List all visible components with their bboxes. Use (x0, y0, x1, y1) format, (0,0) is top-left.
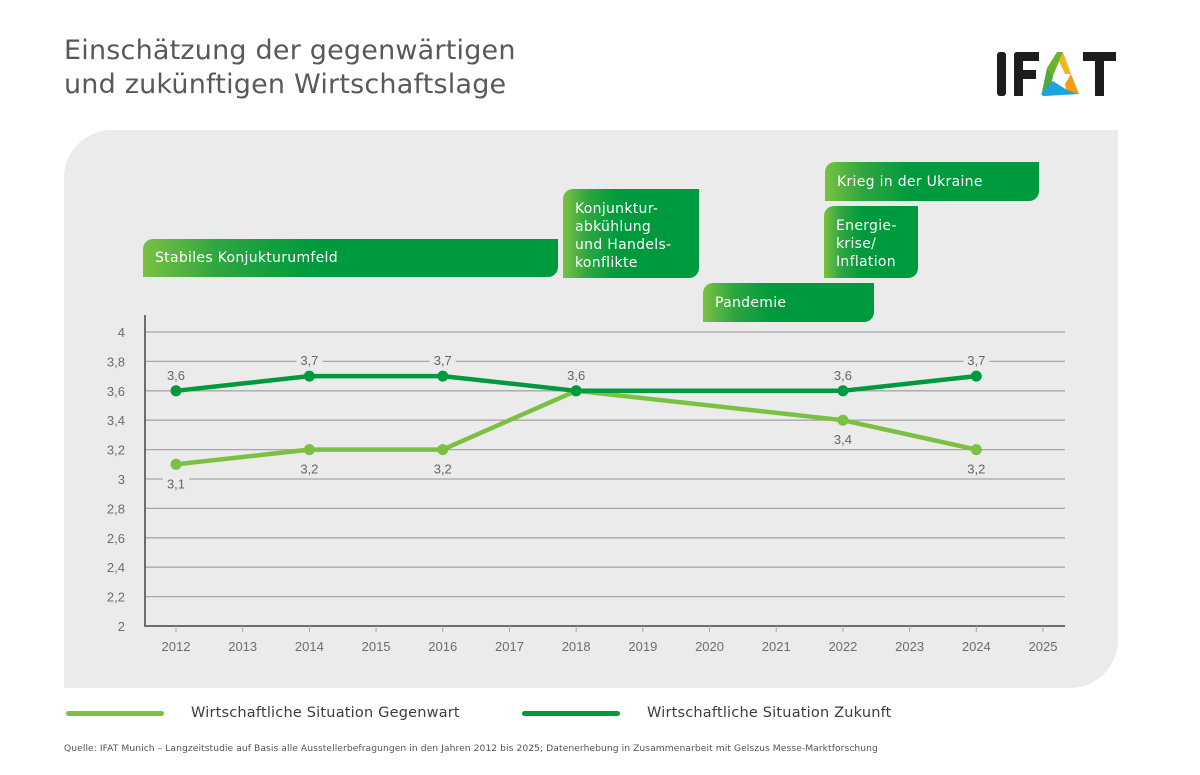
annotation-label: Stabiles Konjukturumfeld (155, 250, 338, 266)
series (170, 370, 982, 470)
data-label: 3,6 (834, 368, 852, 383)
legend-swatch-gegenwart (66, 710, 164, 716)
title-line-1: Einschätzung der gegenwärtigen (64, 35, 516, 66)
data-label-bg (963, 353, 990, 369)
data-point (970, 370, 982, 382)
annotation-label: Energie- krise/ Inflation (836, 218, 897, 270)
y-tick-label: 2,8 (107, 501, 125, 516)
data-label-bg (163, 367, 189, 383)
axes: 2 2,2 2,4 2,6 2,8 3 3,2 3,4 3,6 3,8 4 2012 2013 2014 2… (107, 315, 1065, 654)
y-tick-label: 2,4 (107, 560, 125, 575)
data-label: 3,2 (434, 462, 452, 477)
data-label: 3,7 (300, 353, 318, 368)
data-point (837, 385, 849, 397)
ifat-logo (997, 52, 1116, 96)
y-tick-label: 4 (118, 325, 125, 340)
annotation-stabiles-konjunkturumfeld: Stabiles Konjukturumfeld (143, 239, 558, 277)
y-tick-label: 3,4 (107, 413, 125, 428)
page-title: Einschätzung der gegenwärtigen und zukün… (64, 34, 516, 102)
data-point (170, 458, 182, 470)
x-tick-label: 2022 (828, 639, 857, 654)
annotation-label: Konjunktur- abkühlung und Handels- konfl… (575, 201, 672, 271)
data-point (170, 385, 182, 397)
x-tick-label: 2024 (962, 639, 991, 654)
data-label-bg (563, 367, 590, 383)
data-label: 3,1 (167, 476, 185, 491)
ifat-triangle-logo-icon (1041, 52, 1079, 96)
data-label-bg (163, 476, 189, 492)
legend-item-gegenwart: Wirtschaftliche Situation Gegenwart (66, 705, 460, 721)
data-point (970, 444, 982, 456)
y-tick-label: 2,2 (107, 590, 125, 605)
y-tick-label: 3,8 (107, 354, 125, 369)
legend-label: Wirtschaftliche Situation Zukunft (647, 705, 892, 721)
legend-item-zukunft: Wirtschaftliche Situation Zukunft (522, 705, 892, 721)
x-tick-label: 2017 (495, 639, 524, 654)
source-note: Quelle: IFAT Munich – Langzeitstudie auf… (64, 743, 878, 754)
data-point (570, 385, 582, 397)
data-point (303, 444, 315, 456)
x-tick-label: 2016 (428, 639, 457, 654)
y-tick-label: 3 (118, 472, 125, 487)
title-line-2: und zukünftigen Wirtschaftslage (64, 69, 507, 100)
series-line-gegenwart (173, 388, 979, 467)
y-tick-label: 3,2 (107, 443, 125, 458)
logo-letter-t (1083, 52, 1116, 96)
logo-letter-f (1014, 52, 1039, 96)
x-tick-label: 2019 (628, 639, 657, 654)
x-tick-label: 2012 (162, 639, 191, 654)
data-label-bg (963, 461, 990, 477)
data-labels: 3,1 3,2 3,2 3,4 3,2 3,6 3,7 3,7 3,6 3,6 3,7 (163, 353, 990, 492)
data-point (303, 370, 315, 382)
data-label: 3,7 (967, 353, 985, 368)
x-tick-label: 2021 (762, 639, 791, 654)
data-label: 3,2 (967, 462, 985, 477)
data-label: 3,6 (567, 368, 585, 383)
x-tick-label: 2013 (228, 639, 257, 654)
logo-letter-i (997, 52, 1006, 96)
data-label-bg (296, 461, 323, 477)
data-label: 3,4 (834, 432, 852, 447)
y-tick-label: 2 (118, 619, 125, 634)
data-point (437, 370, 449, 382)
x-tick-label: 2014 (295, 639, 324, 654)
x-tick-label: 2018 (562, 639, 591, 654)
data-label: 3,6 (167, 368, 185, 383)
legend-swatch-zukunft (522, 710, 620, 716)
data-label-bg (829, 367, 856, 383)
data-label-bg (429, 353, 456, 369)
x-tick-label: 2015 (362, 639, 391, 654)
data-point (437, 444, 449, 456)
series-line-zukunft (173, 373, 979, 394)
data-label-bg (429, 461, 456, 477)
x-tick-label: 2025 (1029, 639, 1058, 654)
annotation-konjunkturabkuehlung: Konjunktur- abkühlung und Handels- konfl… (563, 189, 699, 278)
annotation-label: Pandemie (715, 294, 787, 311)
y-tick-label: 2,6 (107, 531, 125, 546)
data-label: 3,7 (434, 353, 452, 368)
x-tick-label: 2023 (895, 639, 924, 654)
annotation-energiekrise-inflation: Energie- krise/ Inflation (824, 206, 918, 278)
annotation-pandemie: Pandemie (703, 283, 874, 322)
grid-lines (145, 331, 1065, 598)
data-point (837, 414, 849, 426)
y-tick-label: 3,6 (107, 384, 125, 399)
legend-label: Wirtschaftliche Situation Gegenwart (191, 705, 460, 721)
data-label: 3,2 (300, 462, 318, 477)
annotation-label: Krieg in der Ukraine (837, 173, 983, 190)
x-tick-label: 2020 (695, 639, 724, 654)
data-label-bg (296, 353, 323, 369)
data-label-bg (829, 432, 856, 448)
annotation-krieg-ukraine: Krieg in der Ukraine (825, 162, 1039, 201)
